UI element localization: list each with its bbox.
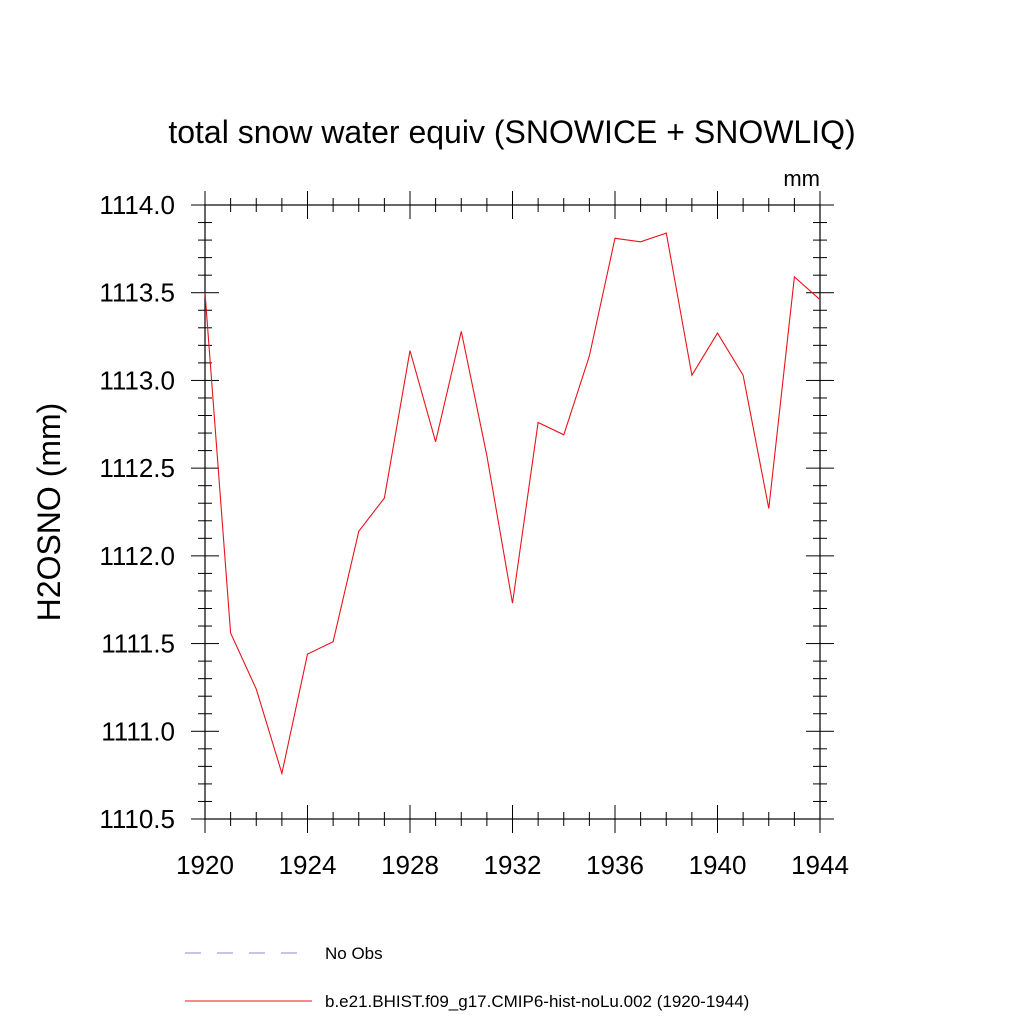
y-tick-label: 1113.5: [99, 278, 175, 308]
y-tick-label: 1113.0: [99, 365, 175, 395]
y-tick-label: 1112.5: [99, 453, 175, 483]
series-layer: [204, 232, 821, 776]
x-tick-label: 1932: [484, 850, 542, 880]
y-tick-label: 1112.0: [99, 541, 175, 571]
legend: No Obs b.e21.BHIST.f09_g17.CMIP6-hist-no…: [185, 944, 749, 1011]
legend-label-no-obs: No Obs: [325, 944, 383, 963]
axis-ticks: 1920 1924 1928 1932 1936 1940 1944 1110.5 1111.0…: [99, 190, 849, 880]
units-label: mm: [783, 166, 820, 191]
x-tick-label: 1928: [381, 850, 439, 880]
chart-title: total snow water equiv (SNOWICE + SNOWLI…: [168, 114, 855, 150]
plot-frame: [204, 204, 821, 820]
legend-label-model-run: b.e21.BHIST.f09_g17.CMIP6-hist-noLu.002 …: [325, 992, 749, 1011]
y-tick-label: 1114.0: [99, 190, 175, 220]
y-axis-label: H2OSNO (mm): [31, 403, 67, 622]
x-tick-label: 1944: [791, 850, 849, 880]
y-tick-label: 1110.5: [99, 804, 175, 834]
y-tick-label: 1111.5: [101, 629, 175, 659]
x-tick-label: 1940: [689, 850, 747, 880]
series-line: [204, 232, 821, 776]
x-tick-label: 1924: [279, 850, 337, 880]
y-tick-label: 1111.0: [101, 716, 175, 746]
x-tick-label: 1920: [176, 850, 234, 880]
x-tick-label: 1936: [586, 850, 644, 880]
